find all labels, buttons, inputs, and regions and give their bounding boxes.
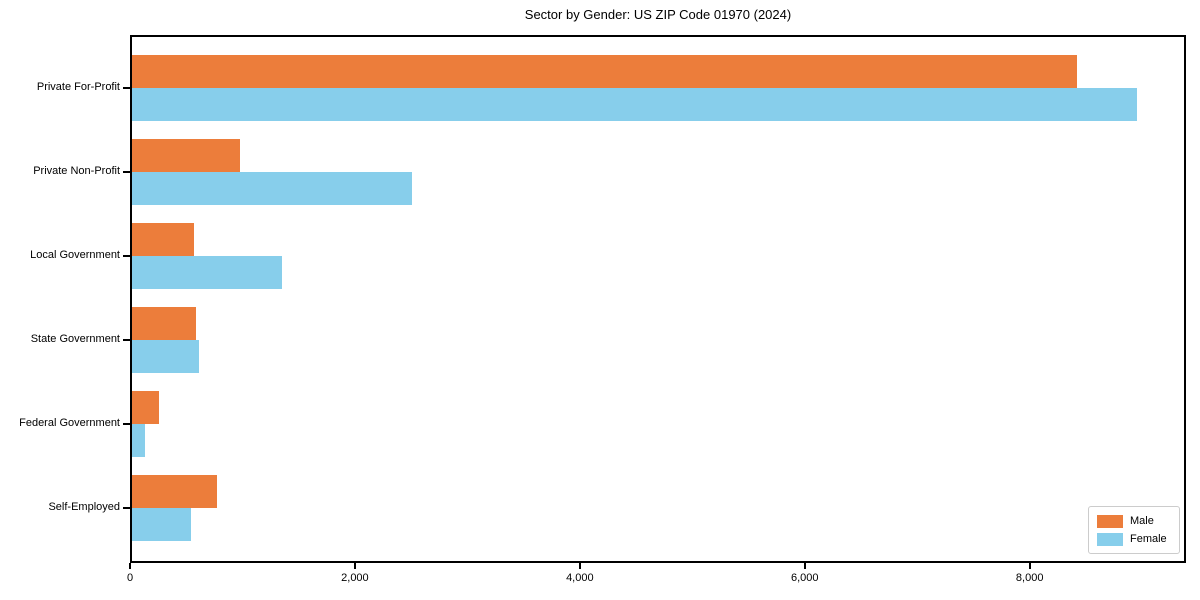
bar-female-private-non-profit (132, 172, 412, 205)
bar-male-self-employed (132, 475, 217, 508)
x-tick-label-3: 6,000 (790, 572, 819, 584)
bar-female-state-government (132, 340, 199, 373)
legend-label-female: Female (1130, 533, 1167, 545)
legend-swatch-female (1097, 532, 1123, 546)
y-tick-mark (123, 507, 130, 509)
x-tick-label-1: 2,000 (341, 572, 369, 584)
y-tick-label-5: Self-Employed (48, 501, 120, 513)
y-tick-label-0: Private For-Profit (36, 81, 120, 93)
legend-swatch-male (1097, 514, 1123, 528)
y-tick-mark (123, 87, 130, 89)
y-tick-mark (123, 423, 130, 425)
x-tick-mark (353, 563, 356, 569)
bar-female-federal-government (132, 424, 145, 457)
bar-male-federal-government (132, 391, 159, 424)
x-tick-mark (1028, 563, 1031, 569)
x-tick-label-4: 8,000 (1015, 572, 1044, 584)
chart-title: Sector by Gender: US ZIP Code 01970 (202… (524, 7, 792, 22)
bar-female-private-for-profit (132, 88, 1137, 121)
x-tick-mark (129, 563, 131, 569)
y-tick-mark (123, 255, 130, 257)
legend-item-female: Female (1097, 530, 1171, 548)
x-tick-label-2: 4,000 (566, 572, 594, 584)
y-tick-label-4: Federal Government (19, 417, 120, 429)
x-tick-mark (803, 563, 806, 569)
legend-label-male: Male (1130, 515, 1154, 527)
y-tick-label-3: State Government (30, 333, 120, 345)
bar-female-local-government (132, 256, 282, 289)
y-tick-mark (123, 171, 130, 173)
legend: Male Female (1088, 506, 1180, 554)
legend-item-male: Male (1097, 512, 1171, 530)
y-tick-label-1: Private Non-Profit (33, 165, 120, 177)
bar-female-self-employed (132, 508, 191, 541)
bar-male-private-non-profit (132, 139, 240, 172)
plot-area (130, 35, 1186, 563)
bar-male-local-government (132, 223, 194, 256)
y-tick-label-2: Local Government (30, 249, 120, 261)
bar-male-private-for-profit (132, 55, 1077, 88)
x-tick-mark (578, 563, 581, 569)
y-tick-mark (123, 339, 130, 341)
bar-male-state-government (132, 307, 196, 340)
x-tick-label-0: 0 (126, 572, 134, 584)
